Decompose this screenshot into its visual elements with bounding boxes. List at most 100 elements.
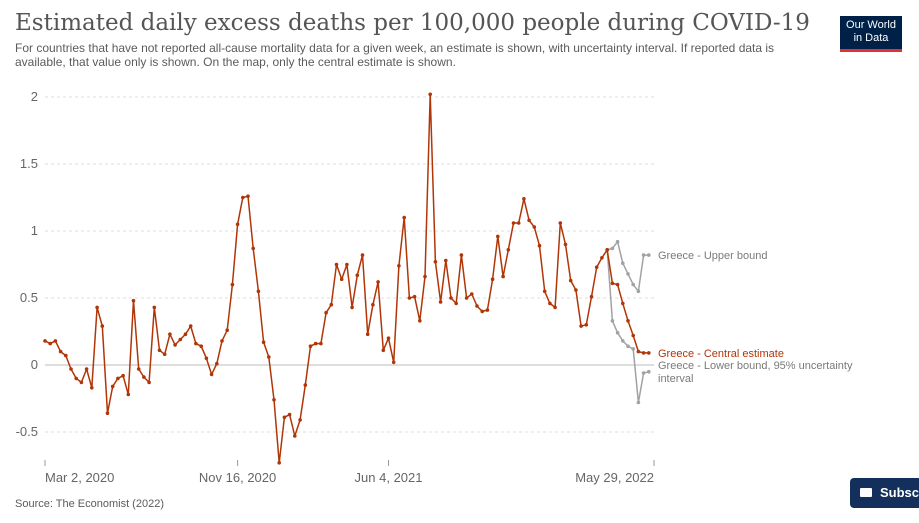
data-point[interactable] [553, 305, 557, 310]
data-point[interactable] [147, 380, 151, 385]
data-point[interactable] [360, 253, 365, 257]
data-point[interactable] [470, 292, 474, 296]
data-point[interactable] [579, 324, 583, 328]
data-point[interactable] [48, 341, 52, 346]
data-point[interactable] [256, 289, 261, 294]
data-point[interactable] [626, 319, 630, 323]
data-point[interactable] [162, 352, 167, 357]
data-point[interactable] [110, 384, 115, 389]
data-point[interactable] [261, 340, 266, 345]
data-point[interactable] [594, 265, 599, 270]
data-point[interactable] [282, 415, 287, 420]
data-point[interactable] [246, 194, 250, 198]
data-point[interactable] [600, 255, 604, 260]
data-point[interactable] [386, 336, 391, 341]
data-point[interactable] [496, 234, 500, 239]
data-point[interactable] [272, 398, 276, 402]
data-point[interactable] [636, 349, 641, 354]
data-point[interactable] [43, 339, 47, 343]
data-point[interactable] [215, 361, 219, 366]
data-point[interactable] [100, 324, 105, 328]
data-point[interactable] [64, 353, 68, 358]
data-point[interactable] [610, 319, 615, 323]
data-point[interactable] [610, 246, 615, 251]
data-point[interactable] [277, 461, 282, 465]
data-point[interactable] [516, 221, 521, 225]
data-point[interactable] [537, 243, 542, 248]
data-point[interactable] [490, 277, 495, 282]
data-point[interactable] [126, 392, 131, 397]
data-point[interactable] [542, 289, 547, 294]
data-point[interactable] [105, 411, 110, 416]
data-point[interactable] [444, 258, 448, 263]
data-point[interactable] [303, 383, 308, 387]
data-point[interactable] [621, 261, 625, 266]
data-point[interactable] [621, 339, 625, 343]
data-point[interactable] [293, 434, 297, 438]
data-point[interactable] [168, 332, 172, 337]
data-point[interactable] [69, 367, 73, 371]
data-point[interactable] [558, 221, 563, 225]
data-point[interactable] [610, 281, 615, 286]
data-point[interactable] [615, 282, 620, 287]
data-point[interactable] [308, 344, 313, 349]
data-point[interactable] [423, 274, 427, 279]
data-point[interactable] [194, 341, 198, 346]
data-point[interactable] [79, 380, 84, 385]
data-point[interactable] [428, 92, 433, 97]
data-point[interactable] [412, 294, 417, 299]
data-point[interactable] [501, 274, 505, 279]
data-point[interactable] [647, 369, 651, 374]
data-point[interactable] [589, 294, 594, 299]
data-point[interactable] [251, 246, 255, 251]
data-point[interactable] [225, 328, 229, 333]
data-point[interactable] [334, 262, 339, 267]
data-point[interactable] [152, 305, 157, 310]
data-point[interactable] [298, 418, 302, 422]
data-point[interactable] [464, 296, 469, 300]
data-point[interactable] [116, 376, 120, 381]
data-point[interactable] [615, 331, 620, 335]
data-point[interactable] [157, 348, 162, 353]
data-point[interactable] [631, 333, 635, 338]
data-point[interactable] [485, 308, 490, 312]
data-point[interactable] [355, 273, 360, 278]
data-point[interactable] [621, 301, 625, 306]
data-point[interactable] [626, 272, 630, 276]
data-point[interactable] [615, 239, 620, 244]
data-point[interactable] [371, 302, 375, 307]
data-point[interactable] [235, 222, 240, 227]
data-point[interactable] [241, 195, 245, 200]
data-point[interactable] [641, 351, 646, 355]
data-point[interactable] [376, 280, 380, 284]
data-point[interactable] [647, 253, 651, 257]
data-point[interactable] [636, 289, 641, 294]
data-point[interactable] [402, 215, 407, 220]
data-point[interactable] [178, 337, 183, 342]
data-point[interactable] [631, 282, 635, 287]
data-point[interactable] [220, 339, 224, 343]
data-point[interactable] [641, 253, 646, 257]
data-point[interactable] [345, 262, 349, 267]
data-point[interactable] [391, 360, 396, 365]
data-point[interactable] [287, 412, 292, 417]
data-point[interactable] [647, 351, 651, 355]
data-point[interactable] [90, 386, 94, 390]
data-point[interactable] [230, 282, 235, 287]
data-point[interactable] [329, 302, 334, 307]
data-point[interactable] [641, 371, 646, 375]
data-point[interactable] [605, 248, 609, 252]
data-point[interactable] [95, 305, 99, 310]
data-point[interactable] [53, 339, 58, 343]
data-point[interactable] [548, 301, 552, 306]
data-point[interactable] [142, 375, 146, 379]
data-point[interactable] [636, 400, 641, 405]
data-point[interactable] [74, 376, 78, 381]
data-point[interactable] [381, 348, 386, 353]
data-point[interactable] [350, 305, 354, 310]
data-point[interactable] [574, 288, 578, 292]
data-point[interactable] [199, 344, 203, 349]
data-point[interactable] [626, 344, 630, 349]
data-point[interactable] [475, 304, 479, 308]
data-point[interactable] [121, 373, 125, 378]
